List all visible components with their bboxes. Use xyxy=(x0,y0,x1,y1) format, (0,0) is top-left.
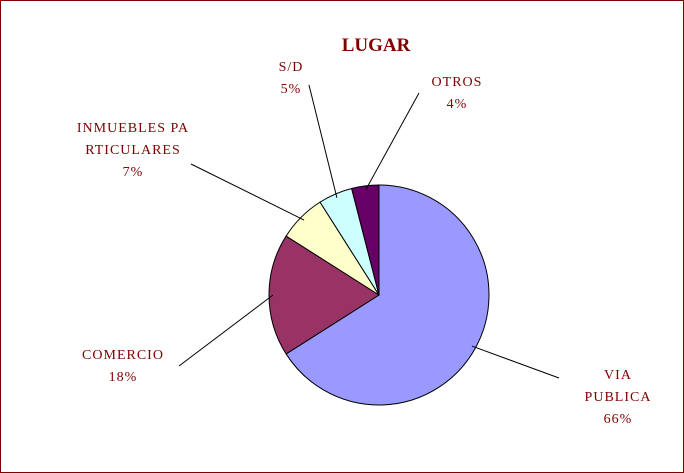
percent-label: 5% xyxy=(280,82,302,97)
percent-label: 4% xyxy=(446,97,468,112)
pie-slice xyxy=(351,184,380,296)
leader-line xyxy=(308,84,338,198)
chart-title: LUGAR xyxy=(341,35,411,56)
category-label: INMUEBLES PARTICULARES xyxy=(76,121,190,158)
pie-slice xyxy=(285,184,490,406)
leader-line xyxy=(471,345,560,379)
category-label: S/D xyxy=(278,60,304,75)
percent-label: 7% xyxy=(122,165,144,180)
category-label: OTROS xyxy=(431,75,483,90)
percent-label: 18% xyxy=(108,370,138,385)
category-label: VIA PUBLICA xyxy=(584,368,652,405)
leader-line xyxy=(178,294,274,367)
leader-line xyxy=(190,163,305,221)
category-label: COMERCIO xyxy=(82,348,164,363)
percent-label: 66% xyxy=(603,412,633,427)
pie-slice xyxy=(268,235,380,355)
leader-line xyxy=(365,92,420,191)
